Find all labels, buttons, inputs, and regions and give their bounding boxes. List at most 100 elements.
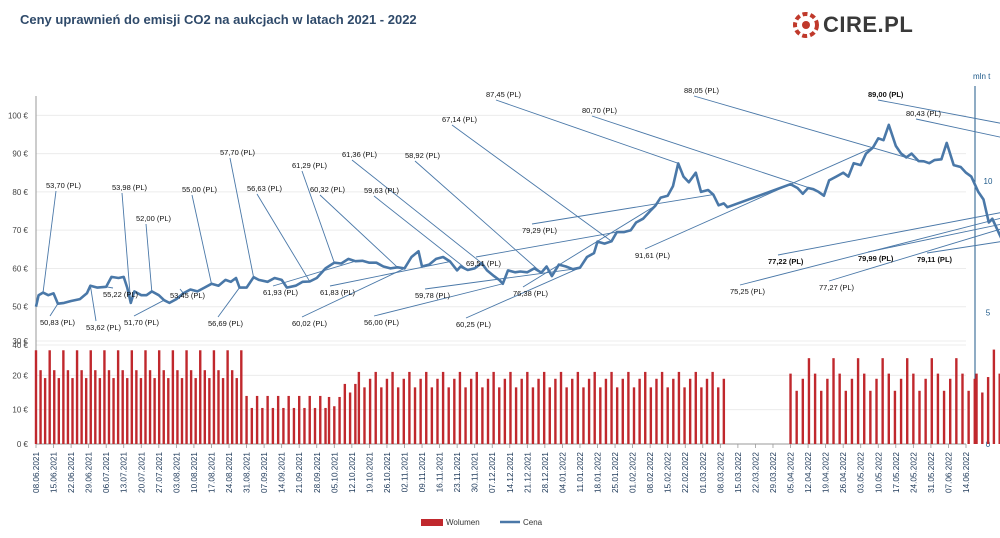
- volume-bar: [116, 350, 120, 444]
- x-tick-label: 05.10.2021: [330, 452, 339, 493]
- volume-bar: [89, 350, 92, 444]
- x-tick-label: 29.06.2021: [85, 452, 94, 493]
- annotation-leader: [644, 147, 874, 250]
- annotation-label: 60,02 (PL): [292, 319, 328, 328]
- volume-bar: [621, 378, 624, 444]
- volume-bar: [599, 387, 602, 444]
- x-tick-label: 20.07.2021: [137, 452, 146, 493]
- volume-bar: [677, 371, 681, 444]
- volume-bar: [185, 350, 188, 444]
- volume-bar: [276, 395, 280, 444]
- price-tick-label: 100 €: [8, 111, 29, 120]
- x-tick-label: 16.11.2021: [436, 452, 445, 493]
- annotation-leader: [777, 212, 1000, 256]
- volume-bar: [520, 378, 523, 444]
- volume-bar: [813, 373, 817, 444]
- volume-bar: [906, 358, 909, 444]
- annotation-leader: [272, 260, 356, 287]
- volume-bar: [71, 378, 74, 444]
- volume-bar: [638, 378, 641, 444]
- volume-bar: [80, 370, 83, 444]
- volume-bar: [144, 350, 147, 444]
- cire-logo: CIRE.PL: [793, 10, 913, 40]
- annotation-label: 59,78 (PL): [415, 291, 451, 300]
- x-tick-label: 08.02.2022: [646, 452, 655, 493]
- volume-bar: [838, 373, 841, 444]
- volume-bar: [967, 390, 970, 444]
- x-tick-label: 02.11.2021: [400, 452, 409, 493]
- x-tick-label: 13.07.2021: [120, 452, 129, 493]
- annotation-label: 91,61 (PL): [635, 251, 671, 260]
- volume-bar: [167, 378, 170, 444]
- annotation-label: 79,99 (PL): [858, 254, 894, 263]
- annotation-label: 55,22 (PL): [103, 290, 139, 299]
- volume-bar: [139, 378, 143, 444]
- annotation-label: 53,70 (PL): [46, 181, 82, 190]
- volume-bar: [75, 350, 79, 444]
- volume-bar: [153, 378, 156, 444]
- annotation-leader: [867, 223, 1000, 253]
- annotation-label: 61,93 (PL): [263, 288, 299, 297]
- price-tick-label: 70 €: [12, 226, 28, 235]
- volume-bar: [303, 407, 306, 444]
- x-tick-label: 03.05.2022: [857, 452, 866, 493]
- volume-bar: [282, 407, 285, 444]
- volume-bar: [391, 371, 394, 444]
- annotation-label: 51,70 (PL): [124, 318, 160, 327]
- volume-bar: [565, 387, 568, 444]
- x-tick-label: 12.10.2021: [348, 452, 357, 493]
- volume-bar: [632, 387, 636, 444]
- volume-bar: [98, 378, 102, 444]
- volume-bar: [324, 407, 327, 444]
- x-tick-label: 15.03.2022: [734, 452, 743, 493]
- annotation-leader: [465, 267, 581, 319]
- annotation-leader: [451, 124, 612, 242]
- x-tick-label: 11.01.2022: [576, 452, 585, 493]
- volume-bar: [554, 378, 557, 444]
- volume-bar: [869, 390, 872, 444]
- annotation-leader: [522, 205, 656, 288]
- legend-swatch-wolumen: [421, 519, 443, 526]
- x-tick-label: 19.10.2021: [365, 452, 374, 493]
- volume-bar: [593, 371, 596, 444]
- volume-bar: [660, 371, 664, 444]
- annotation-label: 61,36 (PL): [342, 150, 378, 159]
- annotation-label: 77,27 (PL): [819, 283, 855, 292]
- volume-bar: [94, 370, 97, 444]
- right-tick-label: 5: [986, 308, 991, 317]
- legend: Wolumen Cena: [421, 518, 543, 527]
- annotation-leader: [373, 283, 503, 317]
- x-tick-label: 10.05.2022: [874, 452, 883, 493]
- right-axis-unit: mln t: [973, 72, 991, 81]
- x-tick-label: 24.05.2022: [909, 452, 918, 493]
- annotation-leader: [301, 268, 405, 318]
- x-tick-label: 27.07.2021: [155, 452, 164, 493]
- volume-bars: [34, 349, 1000, 444]
- x-tick-label: 26.04.2022: [839, 452, 848, 493]
- volume-bar: [208, 378, 211, 444]
- volume-bar: [245, 395, 248, 444]
- volume-bar: [261, 407, 264, 444]
- volume-bar: [148, 370, 152, 444]
- annotation-label: 53,62 (PL): [86, 323, 122, 332]
- volume-bar: [795, 390, 798, 444]
- volume-bar: [615, 387, 619, 444]
- volume-bar: [998, 373, 1000, 444]
- volume-bar: [655, 378, 658, 444]
- volume-bar: [34, 350, 38, 444]
- annotation-leader: [145, 223, 153, 292]
- volume-bar: [374, 371, 377, 444]
- logo-text: CIRE.PL: [823, 12, 914, 37]
- x-tick-label: 06.07.2021: [102, 452, 111, 493]
- x-tick-label: 17.08.2021: [207, 452, 216, 493]
- x-tick-label: 15.06.2021: [50, 452, 59, 493]
- x-tick-label: 30.11.2021: [471, 452, 480, 493]
- volume-bar: [526, 371, 529, 444]
- volume-bar: [548, 387, 551, 444]
- volume-bar: [39, 370, 42, 444]
- annotation-leader: [877, 99, 1000, 124]
- volume-bar: [481, 387, 484, 444]
- volume-bar: [531, 387, 535, 444]
- x-tick-label: 03.08.2021: [172, 452, 181, 493]
- x-tick-label: 10.08.2021: [190, 452, 199, 493]
